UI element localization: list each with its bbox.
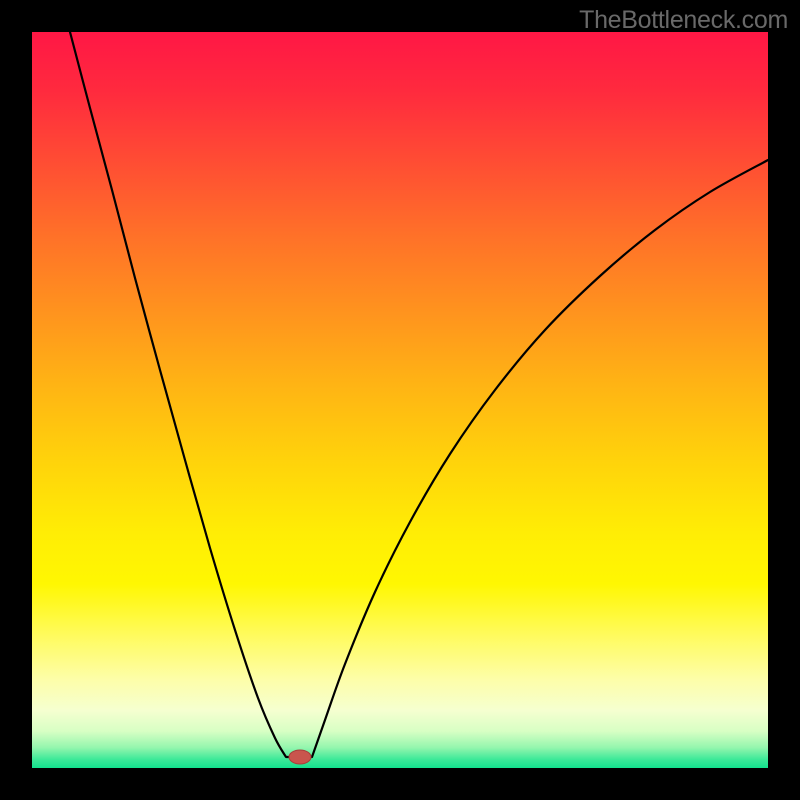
bottleneck-chart	[0, 0, 800, 800]
watermark-text: TheBottleneck.com	[579, 6, 788, 35]
chart-container: TheBottleneck.com	[0, 0, 800, 800]
plot-background	[32, 32, 768, 768]
sweet-spot-marker	[289, 750, 311, 764]
